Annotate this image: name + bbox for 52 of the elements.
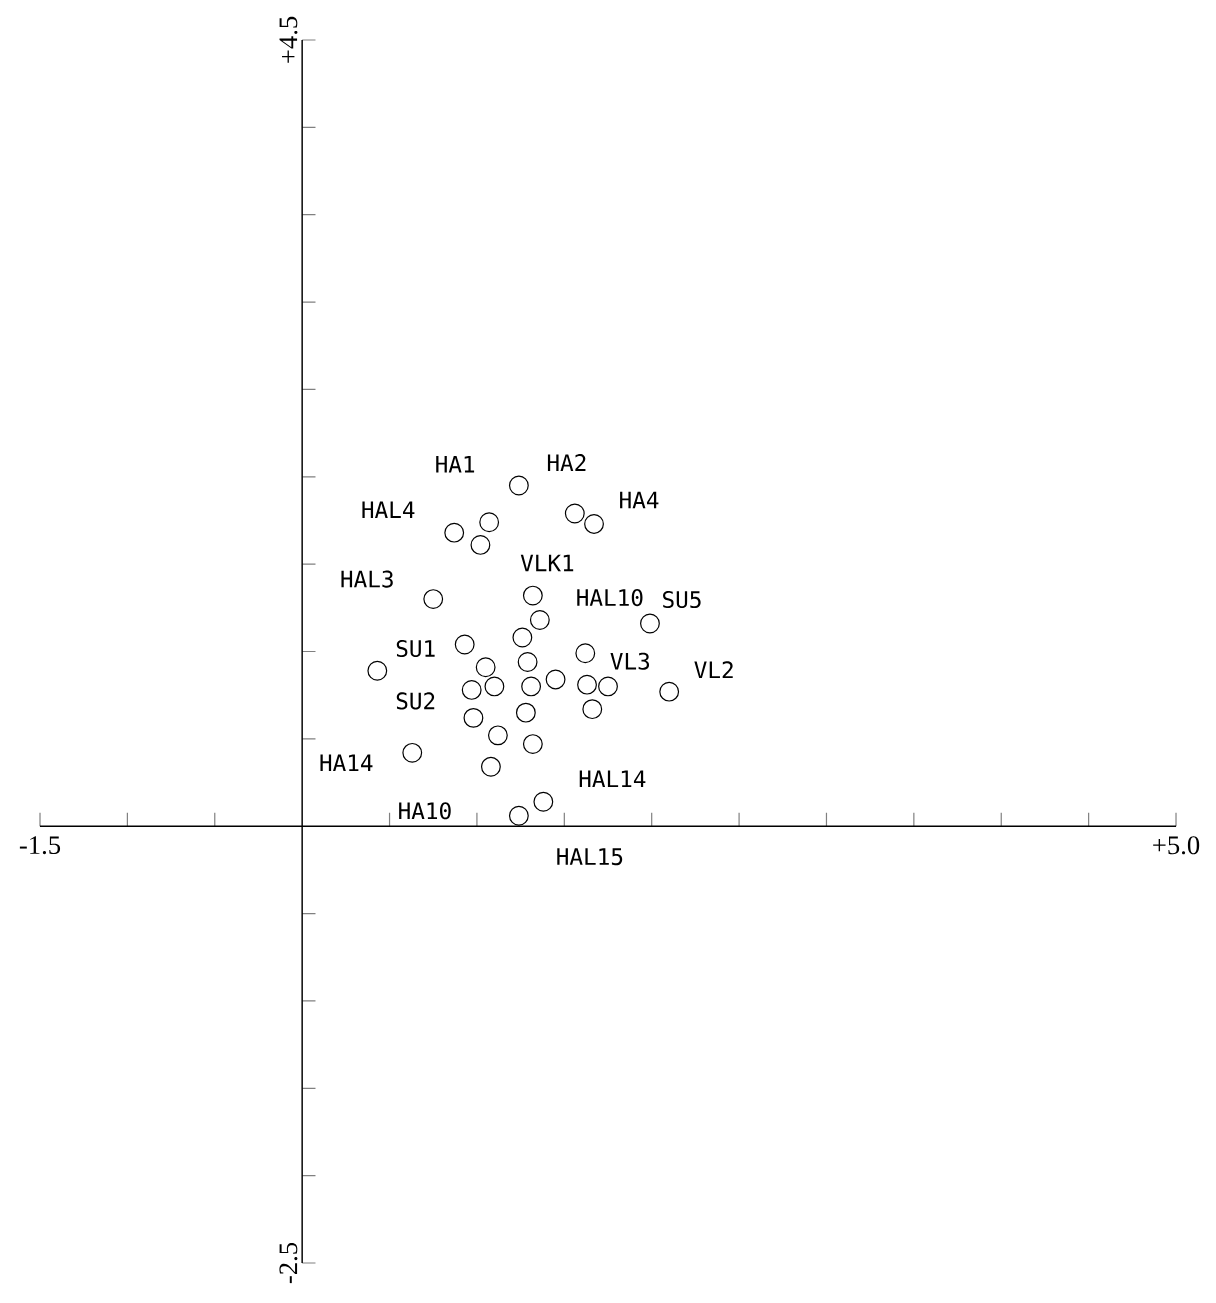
point xyxy=(402,742,423,763)
point xyxy=(463,707,484,728)
point xyxy=(512,627,533,648)
point xyxy=(575,643,596,664)
y-tick-label: -2.5 xyxy=(279,1242,298,1284)
annotation: HA10 xyxy=(399,802,451,820)
point xyxy=(475,657,496,678)
annotation: HA2 xyxy=(547,454,586,471)
point xyxy=(545,669,566,690)
x-tick-label: +5.0 xyxy=(1153,836,1200,855)
annotation: VL2 xyxy=(694,661,733,679)
point xyxy=(582,699,603,720)
point xyxy=(529,610,550,630)
y-tick-label: +4.5 xyxy=(279,16,298,63)
point xyxy=(470,534,491,555)
point xyxy=(487,725,508,746)
point xyxy=(584,514,604,534)
point xyxy=(533,791,554,812)
annotation: HAL4 xyxy=(362,501,415,518)
point xyxy=(522,585,543,606)
annotation: HAL15 xyxy=(557,848,623,866)
point xyxy=(444,522,465,543)
annotation: HA1 xyxy=(436,455,475,473)
annotation: VLK1 xyxy=(520,554,574,572)
annotation: HA4 xyxy=(620,491,659,509)
annotation: HAL3 xyxy=(341,570,393,588)
point xyxy=(598,676,618,697)
annotation: VL3 xyxy=(610,652,650,670)
point xyxy=(515,702,536,723)
annotation: SU5 xyxy=(663,590,701,609)
point xyxy=(508,805,529,826)
point xyxy=(454,634,475,655)
point xyxy=(480,756,501,777)
point xyxy=(517,652,538,672)
point xyxy=(577,674,597,695)
annotation: HAL14 xyxy=(579,770,646,788)
annotation: HA14 xyxy=(320,754,373,772)
x-tick-label: -1.5 xyxy=(19,836,61,855)
annotation: SU1 xyxy=(396,639,435,658)
point xyxy=(659,681,680,702)
point xyxy=(461,679,482,700)
point xyxy=(521,676,542,697)
point xyxy=(484,676,505,697)
point xyxy=(640,613,660,634)
point xyxy=(508,475,529,496)
point xyxy=(479,512,500,533)
point xyxy=(423,589,444,610)
annotation: SU2 xyxy=(396,692,435,710)
point xyxy=(564,503,585,524)
annotation: HAL10 xyxy=(577,589,643,607)
point xyxy=(367,660,388,681)
point xyxy=(522,734,543,755)
